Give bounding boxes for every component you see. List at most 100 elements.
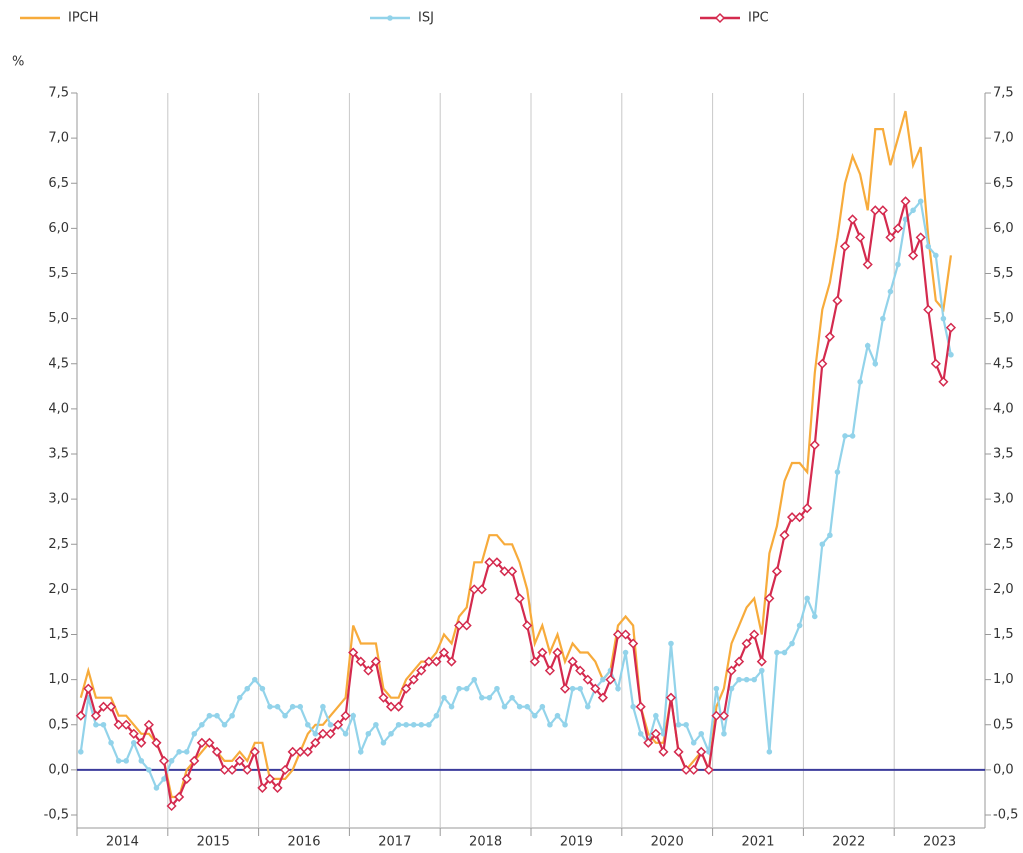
point bbox=[711, 710, 722, 721]
point bbox=[547, 721, 553, 728]
point bbox=[98, 701, 109, 712]
point bbox=[590, 683, 601, 694]
point bbox=[559, 683, 571, 694]
point bbox=[948, 351, 954, 358]
point bbox=[622, 649, 629, 656]
point bbox=[910, 207, 916, 214]
point bbox=[766, 749, 773, 755]
point bbox=[615, 685, 621, 692]
point bbox=[819, 541, 826, 548]
point bbox=[915, 232, 926, 243]
point bbox=[93, 721, 99, 728]
y2-tick-label: 3,0 bbox=[993, 492, 1014, 507]
point bbox=[206, 712, 213, 719]
point bbox=[796, 622, 803, 629]
point bbox=[304, 721, 311, 728]
point bbox=[562, 721, 568, 728]
point bbox=[357, 749, 364, 755]
x-tick-label: 2018 bbox=[469, 835, 502, 850]
point bbox=[885, 232, 896, 243]
point bbox=[146, 767, 152, 773]
point bbox=[191, 730, 198, 737]
point bbox=[794, 512, 805, 523]
point bbox=[584, 703, 591, 710]
legend-label: IPC bbox=[748, 11, 769, 26]
point bbox=[494, 685, 500, 692]
point bbox=[448, 703, 455, 710]
point bbox=[509, 694, 515, 701]
point bbox=[289, 703, 296, 710]
point bbox=[597, 692, 608, 703]
point bbox=[446, 656, 457, 667]
point bbox=[539, 703, 546, 710]
point bbox=[431, 656, 442, 667]
y2-tick-label: 7,5 bbox=[993, 86, 1014, 101]
point bbox=[441, 694, 447, 701]
point bbox=[923, 304, 934, 315]
point bbox=[529, 656, 540, 667]
x-tick-label: 2023 bbox=[923, 835, 956, 850]
point bbox=[811, 613, 818, 620]
point bbox=[370, 656, 381, 667]
y2-tick-label: 4,0 bbox=[993, 401, 1014, 416]
point bbox=[426, 721, 432, 728]
x-tick-label: 2016 bbox=[287, 835, 320, 850]
point bbox=[433, 712, 440, 719]
point bbox=[227, 764, 238, 775]
x-tick-label: 2021 bbox=[741, 835, 774, 850]
point bbox=[887, 288, 894, 295]
point bbox=[158, 755, 170, 766]
point bbox=[363, 665, 374, 676]
point bbox=[166, 800, 177, 812]
point bbox=[933, 252, 939, 259]
point bbox=[736, 676, 742, 683]
point bbox=[847, 214, 858, 225]
point bbox=[327, 721, 334, 728]
point bbox=[605, 674, 616, 685]
point bbox=[75, 710, 86, 721]
point bbox=[282, 712, 288, 719]
point bbox=[690, 740, 697, 746]
point bbox=[479, 694, 485, 701]
point bbox=[143, 719, 154, 730]
point bbox=[234, 755, 245, 766]
point bbox=[168, 758, 175, 764]
x-tick-label: 2020 bbox=[651, 835, 684, 850]
point bbox=[267, 703, 273, 710]
legend-label: ISJ bbox=[418, 11, 434, 26]
point bbox=[438, 647, 450, 658]
y2-tick-label: 2,0 bbox=[993, 582, 1014, 597]
point bbox=[771, 566, 782, 577]
y-tick-label: 4,5 bbox=[48, 356, 69, 371]
point bbox=[83, 683, 94, 694]
point bbox=[839, 241, 851, 252]
y2-tick-label: 5,0 bbox=[993, 311, 1014, 326]
point bbox=[892, 223, 904, 234]
point bbox=[834, 469, 841, 475]
y-tick-label: 1,5 bbox=[48, 627, 69, 642]
y-tick-label: 6,0 bbox=[48, 221, 69, 236]
point bbox=[272, 782, 283, 793]
point bbox=[925, 243, 932, 250]
point bbox=[242, 764, 253, 775]
point bbox=[416, 665, 427, 676]
point bbox=[229, 712, 235, 719]
point bbox=[136, 737, 147, 748]
point bbox=[665, 692, 677, 703]
point bbox=[870, 205, 881, 216]
point bbox=[516, 703, 523, 710]
y-tick-label: 2,5 bbox=[48, 537, 69, 552]
point bbox=[628, 638, 639, 649]
point bbox=[938, 376, 949, 387]
y-tick-label: 0,5 bbox=[48, 717, 69, 732]
point bbox=[789, 640, 795, 647]
point bbox=[105, 701, 117, 712]
point bbox=[696, 746, 707, 757]
x-tick-label: 2017 bbox=[378, 835, 411, 850]
point bbox=[940, 315, 947, 322]
point bbox=[249, 746, 260, 757]
point bbox=[537, 647, 548, 658]
point bbox=[779, 530, 790, 541]
point bbox=[161, 776, 167, 782]
